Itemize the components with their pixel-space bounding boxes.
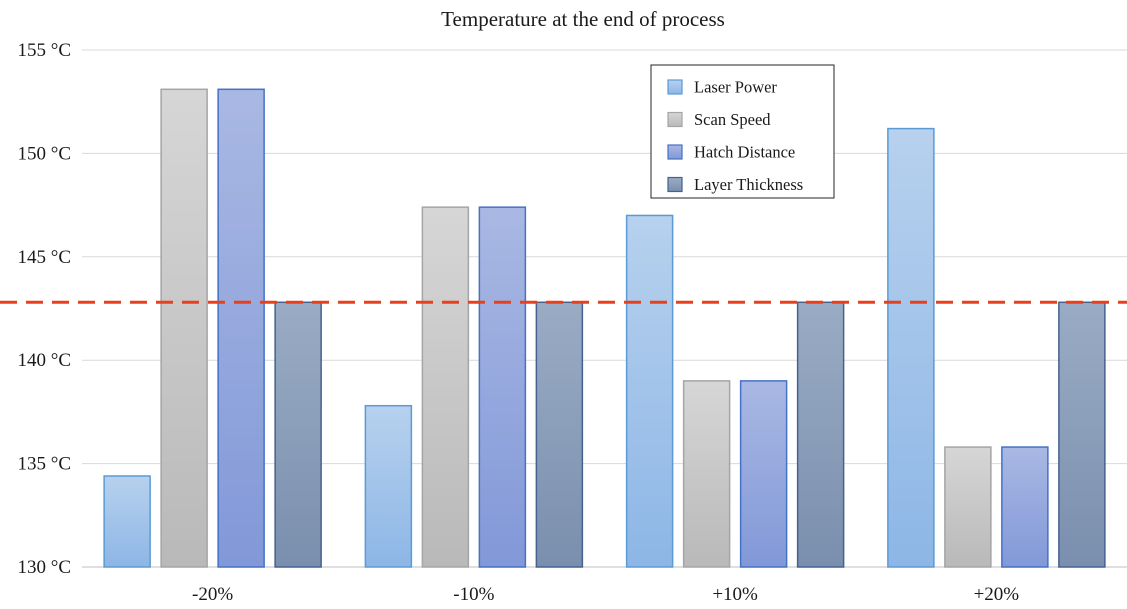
bar-scan-speed	[682, 380, 731, 568]
bar-scan-speed	[421, 206, 470, 568]
bar-layer-thickness	[796, 301, 845, 568]
bar-laser-power	[103, 475, 151, 568]
y-tick-label: 135 °C	[17, 454, 71, 475]
legend-swatch	[667, 111, 683, 128]
bar-layer-thickness	[1058, 301, 1106, 568]
legend-swatch	[667, 176, 683, 193]
bar-scan-speed	[160, 88, 208, 568]
bars	[103, 88, 1106, 568]
legend-label: Hatch Distance	[694, 143, 795, 162]
bar-hatch-distance	[739, 380, 788, 568]
bar-hatch-distance	[478, 206, 527, 568]
bar-laser-power	[887, 127, 935, 568]
bar-layer-thickness	[274, 301, 322, 568]
chart-title: Temperature at the end of process	[441, 7, 725, 31]
y-tick-label: 155 °C	[17, 40, 71, 61]
legend-swatch	[667, 144, 683, 160]
legend-swatch	[667, 79, 683, 95]
x-tick-label: +20%	[974, 584, 1020, 605]
bar-laser-power	[364, 404, 413, 568]
bar-laser-power	[625, 214, 674, 568]
bar-hatch-distance	[1001, 446, 1049, 568]
y-axis-tick-labels: 130 °C 135 °C 140 °C 145 °C 150 °C 155 °C	[17, 40, 71, 578]
y-tick-label: 130 °C	[17, 557, 71, 578]
x-tick-label: +10%	[712, 584, 758, 605]
x-tick-label: -20%	[192, 584, 233, 605]
x-tick-label: -10%	[453, 584, 494, 605]
x-axis-tick-labels: -20% -10% +10% +20%	[192, 584, 1019, 605]
y-tick-label: 145 °C	[17, 247, 71, 268]
legend-label: Laser Power	[694, 78, 777, 97]
bar-layer-thickness	[535, 301, 584, 568]
legend-label: Scan Speed	[694, 110, 771, 129]
bar-hatch-distance	[217, 88, 265, 568]
bar-scan-speed	[944, 446, 992, 568]
legend-label: Layer Thickness	[694, 175, 803, 194]
y-tick-label: 140 °C	[17, 350, 71, 371]
y-tick-label: 150 °C	[17, 143, 71, 164]
legend: Laser Power Scan Speed Hatch Distance Layer…	[650, 64, 835, 199]
